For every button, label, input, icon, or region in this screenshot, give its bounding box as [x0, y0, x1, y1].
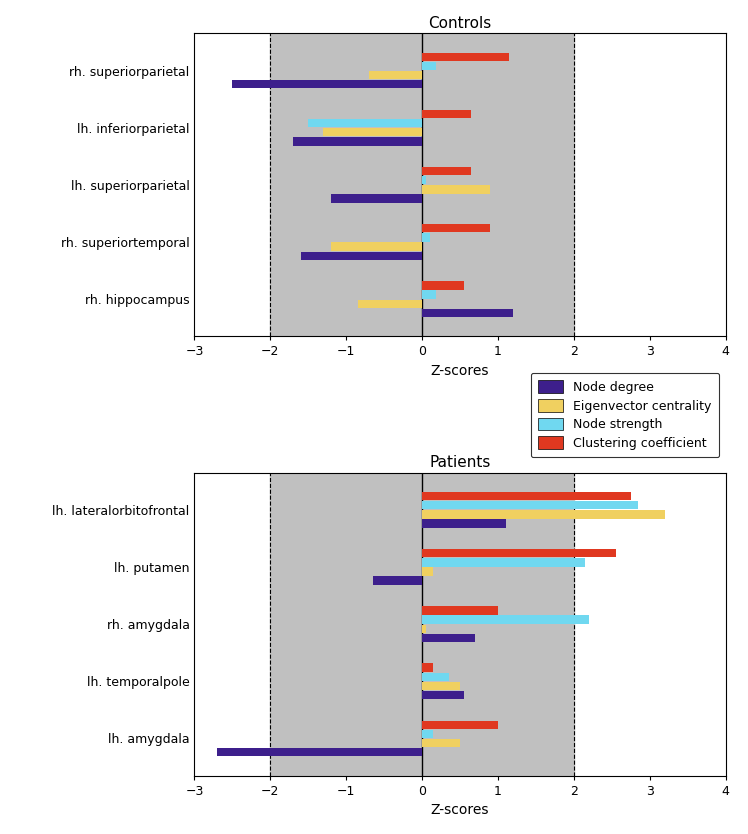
Bar [422, 290, 436, 299]
Bar [331, 194, 422, 203]
Bar [293, 137, 422, 146]
Bar [422, 672, 449, 681]
Bar [422, 224, 491, 233]
Title: Patients: Patients [429, 455, 491, 470]
Bar [422, 721, 498, 729]
Bar [422, 185, 491, 193]
Bar [422, 606, 498, 615]
Bar [422, 567, 434, 575]
Bar [422, 558, 585, 566]
Bar [422, 309, 513, 317]
Bar [233, 80, 422, 88]
Bar [422, 739, 460, 747]
Bar [422, 501, 638, 510]
Bar [369, 71, 422, 79]
Bar [422, 691, 464, 699]
Bar [358, 299, 422, 308]
Bar [422, 615, 589, 624]
Bar [270, 33, 574, 336]
Bar [422, 520, 506, 528]
Bar [422, 510, 665, 519]
Bar [422, 110, 471, 118]
Bar [308, 119, 422, 128]
Bar [422, 167, 471, 175]
X-axis label: Z-scores: Z-scores [431, 364, 489, 378]
Bar [323, 128, 422, 137]
Bar [422, 53, 509, 61]
Bar [373, 576, 422, 585]
Bar [422, 176, 426, 184]
Bar [422, 62, 436, 70]
Bar [301, 252, 422, 260]
X-axis label: Z-scores: Z-scores [431, 803, 489, 817]
Title: Controls: Controls [429, 16, 491, 31]
Bar [422, 492, 631, 500]
Bar [331, 243, 422, 251]
Bar [217, 748, 422, 756]
Bar [422, 634, 475, 642]
Bar [422, 663, 434, 672]
Bar [422, 281, 464, 289]
Bar [422, 625, 426, 633]
Legend: Node degree, Eigenvector centrality, Node strength, Clustering coefficient: Node degree, Eigenvector centrality, Nod… [531, 373, 720, 457]
Bar [422, 549, 616, 557]
Bar [270, 473, 574, 776]
Bar [422, 234, 429, 242]
Bar [422, 730, 434, 738]
Bar [422, 681, 460, 690]
